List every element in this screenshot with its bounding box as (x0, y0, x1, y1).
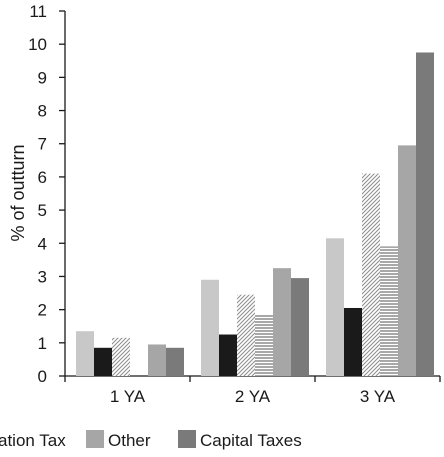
y-axis-label: % of outturn (8, 144, 28, 241)
bar (219, 334, 237, 376)
y-tick-label: 8 (38, 102, 47, 121)
legend-swatch (86, 430, 104, 448)
y-tick-label: 9 (38, 68, 47, 87)
bar (112, 337, 130, 376)
y-tick-label: 2 (38, 301, 47, 320)
legend-label: ation Tax (0, 431, 66, 450)
bar (255, 314, 273, 376)
y-tick-label: 0 (38, 367, 47, 386)
bars (76, 52, 434, 377)
bar (273, 268, 291, 376)
legend: ation Tax Other Capital Taxes (0, 430, 302, 450)
x-tick-label: 1 YA (110, 387, 146, 406)
y-tick-label: 5 (38, 201, 47, 220)
bar (94, 347, 112, 376)
y-tick-label: 10 (28, 35, 47, 54)
bar (326, 238, 344, 376)
bar (380, 246, 398, 376)
legend-label: Capital Taxes (200, 431, 302, 450)
bar (344, 307, 362, 376)
x-tick-label: 2 YA (235, 387, 271, 406)
bar (291, 278, 309, 376)
bar (201, 279, 219, 376)
x-axis: 1 YA 2 YA 3 YA (64, 375, 441, 406)
legend-swatch (178, 430, 196, 448)
legend-label: Other (108, 431, 151, 450)
y-tick-label: 4 (38, 234, 47, 253)
y-tick-label: 3 (38, 267, 47, 286)
y-tick-label: 7 (38, 135, 47, 154)
bar (148, 344, 166, 376)
bar (416, 52, 434, 377)
bar (398, 145, 416, 376)
y-tick-label: 1 (38, 334, 47, 353)
bar (237, 294, 255, 376)
y-tick-label: 6 (38, 168, 47, 187)
y-axis: 0 1 2 3 4 5 6 7 8 9 10 11 (28, 2, 66, 386)
y-tick-label: 11 (29, 2, 47, 21)
bar (166, 347, 184, 376)
bar (76, 331, 94, 376)
bar (362, 173, 380, 376)
x-tick-label: 3 YA (360, 387, 396, 406)
